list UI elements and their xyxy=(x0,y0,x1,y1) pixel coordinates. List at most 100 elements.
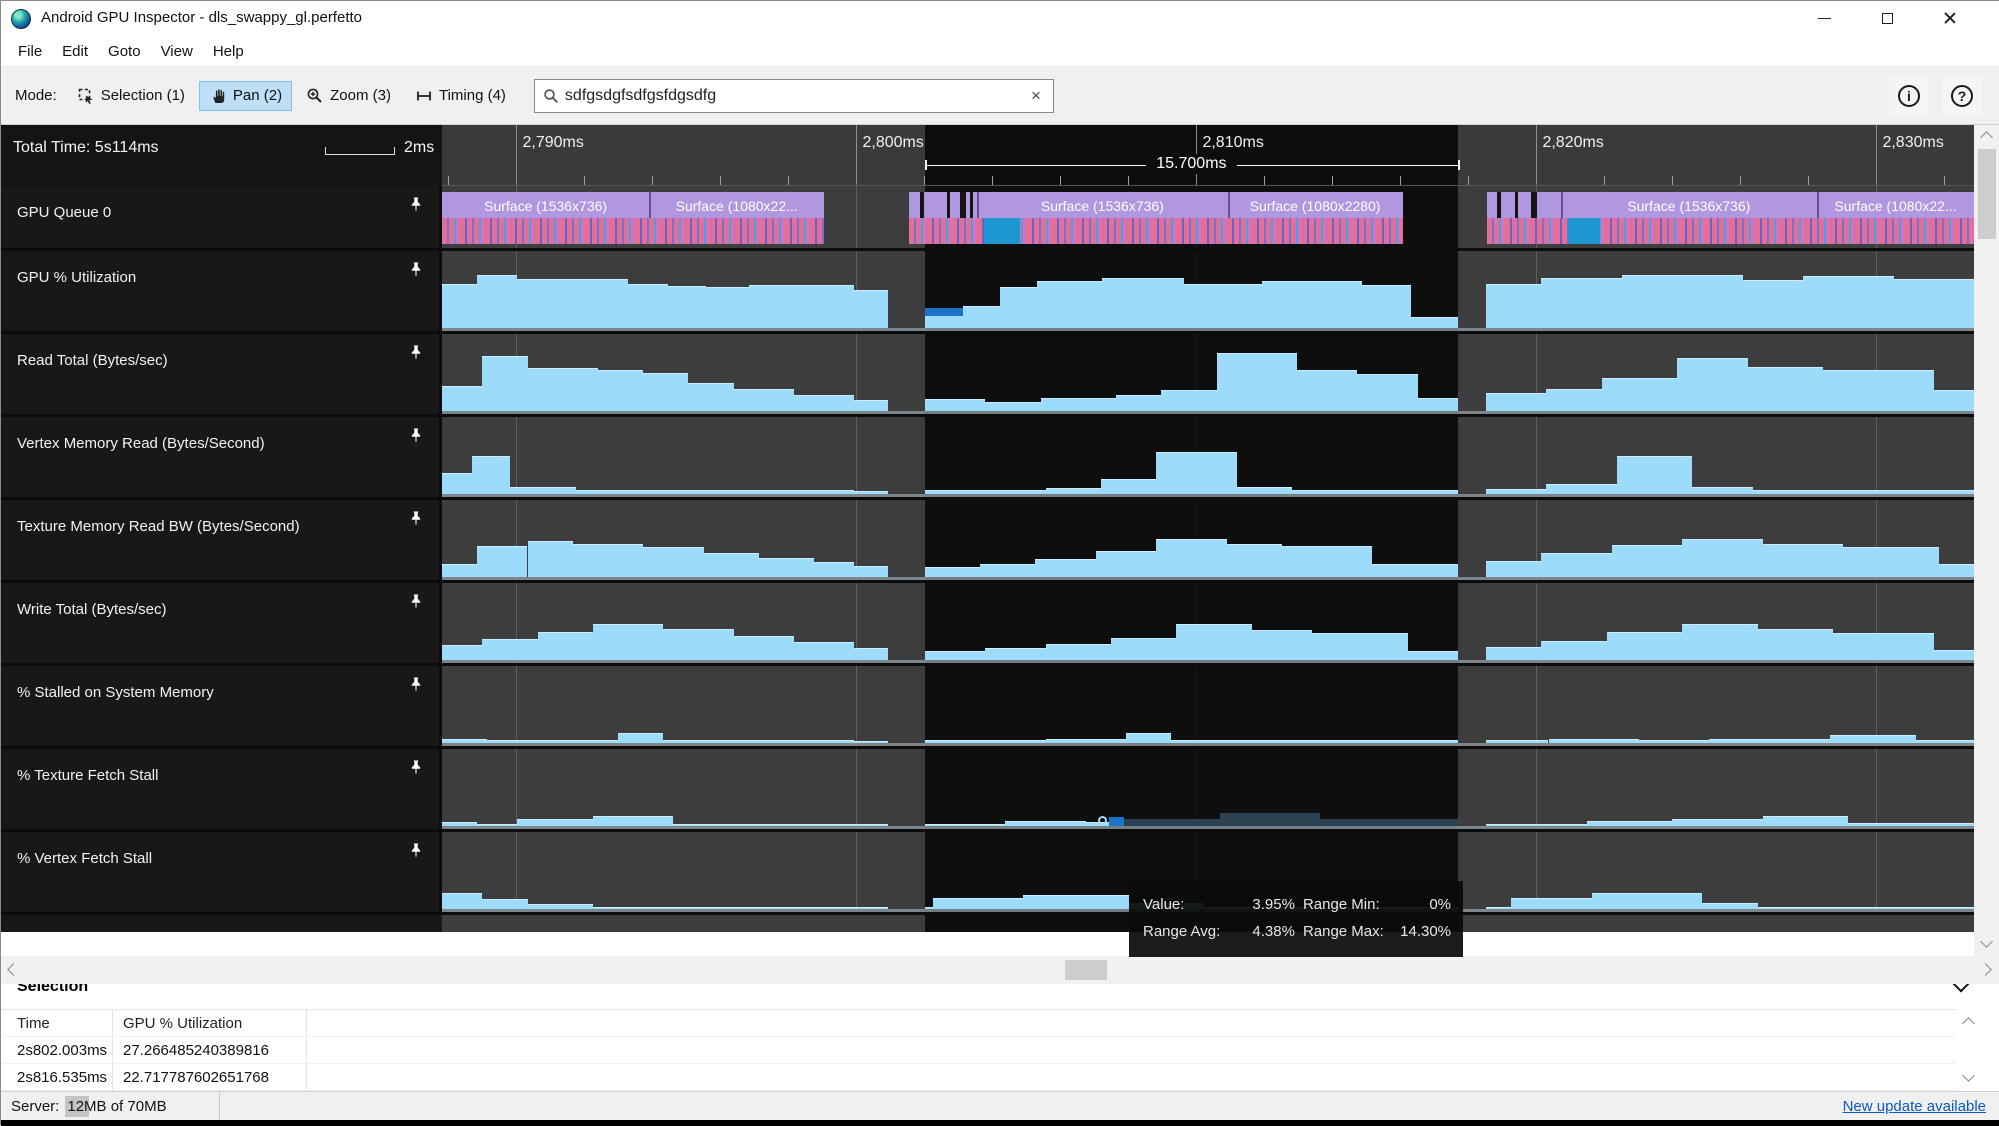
table-row[interactable]: 2s802.003ms 27.266485240389816 xyxy=(1,1037,1956,1064)
hover-range-bar xyxy=(1219,813,1321,826)
chart-gridline xyxy=(1536,832,1538,912)
histogram-bin xyxy=(517,818,593,826)
histogram-bin xyxy=(1486,739,1549,743)
histogram-bin xyxy=(1486,823,1587,826)
histogram-bin xyxy=(854,565,888,577)
help-button[interactable]: ? xyxy=(1942,75,1982,116)
histogram-bin xyxy=(1226,543,1282,577)
chart-gridline xyxy=(1536,666,1538,746)
vertical-scrollbar[interactable] xyxy=(1974,125,1999,956)
surface-group[interactable]: Surface (1536x736) Surface (1080x22... xyxy=(1487,192,1974,244)
scroll-right-icon[interactable] xyxy=(1979,963,1992,976)
histogram-bin xyxy=(477,823,518,826)
close-button[interactable] xyxy=(1922,1,1978,35)
track-chart-vertex-memory-read[interactable] xyxy=(442,417,1974,497)
tooltip-value: 3.95% xyxy=(1252,896,1295,913)
histogram-bin xyxy=(1546,483,1617,494)
surface-segment-label: Surface (1536x736) xyxy=(1040,198,1164,214)
mode-button-timing[interactable]: Timing (4) xyxy=(405,81,516,111)
track-row-stalled-system-memory: % Stalled on System Memory xyxy=(1,666,1999,749)
scroll-left-icon[interactable] xyxy=(7,963,20,976)
cell-value: 27.266485240389816 xyxy=(113,1037,307,1063)
track-row-gpu-utilization: GPU % Utilization xyxy=(1,251,1999,334)
track-chart-gpu-queue-0[interactable]: Surface (1536x736) Surface (1080x22... Sur… xyxy=(442,186,1974,248)
pin-button-read-total[interactable] xyxy=(405,344,427,366)
ruler[interactable]: 2,790ms 2,800ms 2,810ms 2,820ms 2,830ms 15.70… xyxy=(442,125,1974,186)
chart-gridline xyxy=(856,334,858,414)
histogram-bin xyxy=(1823,370,1934,411)
histogram-bin xyxy=(1095,551,1157,577)
menu-item-view[interactable]: View xyxy=(160,43,193,60)
pin-button-vertex-memory-read[interactable] xyxy=(405,427,427,449)
update-link[interactable]: New update available xyxy=(1842,1097,1986,1115)
hover-marker-icon xyxy=(1097,816,1107,825)
track-chart-texture-fetch-stall[interactable] xyxy=(442,749,1974,829)
menu-item-file[interactable]: File xyxy=(18,43,43,60)
maximize-button[interactable] xyxy=(1859,1,1915,35)
track-label-col-gpu-queue-0: GPU Queue 0 xyxy=(1,186,442,248)
histogram-bin xyxy=(1757,906,1974,909)
histogram-bin xyxy=(924,823,1006,826)
mode-button-pan[interactable]: Pan (2) xyxy=(198,80,293,111)
histogram-bin xyxy=(477,274,518,328)
menu-item-goto[interactable]: Goto xyxy=(108,43,141,60)
selection-table-scrollbar[interactable] xyxy=(1956,1009,1982,1092)
horizontal-scrollbar[interactable] xyxy=(1,956,1999,984)
table-row[interactable]: 2s816.535ms 22.717787602651768 xyxy=(1,1064,1956,1091)
pin-button-write-total[interactable] xyxy=(405,593,427,615)
mode-button-selection[interactable]: Selection (1) xyxy=(67,81,195,111)
mode-buttons: Selection (1) Pan (2) Zoom (3) Timing (4) xyxy=(67,80,520,111)
pin-button-vertex-fetch-stall[interactable] xyxy=(405,842,427,864)
info-button[interactable]: i xyxy=(1889,75,1929,116)
track-chart-write-total[interactable] xyxy=(442,583,1974,663)
scroll-down-icon[interactable] xyxy=(1980,935,1993,948)
histogram-bin xyxy=(924,906,933,909)
histogram-bin xyxy=(1677,357,1748,411)
chart-baseline-axis xyxy=(442,328,1974,331)
track-row-filler xyxy=(1,915,1999,932)
chart-gridline xyxy=(516,666,518,746)
histogram-bin xyxy=(537,631,593,660)
track-row-write-total: Write Total (Bytes/sec) xyxy=(1,583,1999,666)
histogram-bin xyxy=(1586,820,1673,826)
histogram-bin xyxy=(663,740,855,743)
histogram-bin xyxy=(510,487,576,494)
menu-item-edit[interactable]: Edit xyxy=(62,43,89,60)
ruler-minor-tick xyxy=(924,176,926,185)
ruler-tick-label: 2,800ms xyxy=(862,134,924,151)
menu-item-help[interactable]: Help xyxy=(212,43,244,60)
vertical-scroll-thumb[interactable] xyxy=(1978,149,1996,239)
pin-button-stalled-system-memory[interactable] xyxy=(405,676,427,698)
surface-group[interactable]: Surface (1536x736) Surface (1080x22... xyxy=(442,192,825,244)
scroll-up-icon[interactable] xyxy=(1980,131,1993,144)
search-clear-icon[interactable]: × xyxy=(1030,85,1041,105)
pin-button-texture-memory-read[interactable] xyxy=(405,510,427,532)
track-chart-stalled-system-memory[interactable] xyxy=(442,666,1974,746)
histogram-bin xyxy=(527,903,593,909)
histogram-bin xyxy=(924,490,1046,494)
search-input[interactable] xyxy=(564,86,1027,105)
pin-button-texture-fetch-stall[interactable] xyxy=(405,759,427,781)
histogram-bin xyxy=(705,287,749,328)
minimize-button[interactable] xyxy=(1796,1,1852,35)
track-chart-read-total[interactable] xyxy=(442,334,1974,414)
track-chart-texture-memory-read[interactable] xyxy=(442,500,1974,580)
pin-button-gpu-utilization[interactable] xyxy=(405,261,427,283)
mode-button-zoom[interactable]: Zoom (3) xyxy=(296,81,401,111)
histogram-bin xyxy=(527,368,598,411)
horizontal-scroll-thumb[interactable] xyxy=(1065,960,1107,980)
track-chart-gpu-utilization[interactable] xyxy=(442,251,1974,331)
ruler-minor-tick xyxy=(1468,176,1470,185)
mode-button-label: Timing (4) xyxy=(438,87,506,104)
chart-gridline xyxy=(1536,583,1538,663)
table-scroll-up-icon[interactable] xyxy=(1962,1017,1975,1030)
pin-button-gpu-queue-0[interactable] xyxy=(405,196,427,218)
histogram-bin xyxy=(924,399,986,411)
histogram-bin xyxy=(1362,285,1411,328)
surface-fragment-gap xyxy=(1515,192,1519,218)
histogram-bin xyxy=(1110,637,1177,660)
chart-gridline xyxy=(1876,583,1878,663)
table-scroll-down-icon[interactable] xyxy=(1962,1069,1975,1082)
histogram-bin xyxy=(1005,820,1086,826)
surface-group[interactable]: Surface (1536x736) Surface (1080x2280) xyxy=(908,192,1403,244)
